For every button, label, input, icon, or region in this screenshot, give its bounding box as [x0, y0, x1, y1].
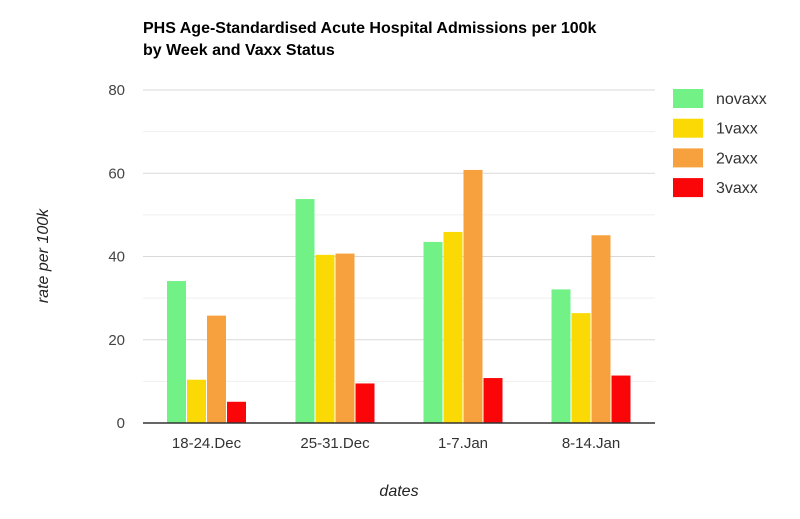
bar-2vaxx	[335, 253, 355, 423]
bar-novaxx	[167, 281, 186, 423]
x-tick-label: 8-14.Jan	[562, 435, 620, 452]
bar-2vaxx	[207, 315, 226, 423]
bar-novaxx	[295, 199, 315, 423]
bar-3vaxx	[483, 378, 503, 423]
chart-title: PHS Age-Standardised Acute Hospital Admi…	[143, 18, 596, 62]
x-tick-label: 1-7.Jan	[438, 435, 488, 452]
bar-3vaxx	[227, 401, 246, 423]
x-axis-title: dates	[379, 483, 418, 500]
bar-novaxx	[423, 241, 443, 423]
legend-swatch-2vaxx	[673, 148, 703, 168]
legend-swatch-1vaxx	[673, 118, 703, 138]
legend-swatch-novaxx	[673, 89, 703, 108]
y-axis-title: rate per 100k	[35, 208, 52, 303]
bar-3vaxx	[355, 383, 375, 423]
y-tick-label: 80	[108, 82, 125, 99]
bar-1vaxx	[443, 231, 463, 423]
legend-label-novaxx: novaxx	[716, 91, 767, 108]
bar-2vaxx	[463, 169, 483, 423]
bar-1vaxx	[187, 379, 206, 423]
legend-label-2vaxx: 2vaxx	[716, 150, 758, 167]
bar-novaxx	[551, 289, 571, 423]
bar-1vaxx	[315, 254, 335, 423]
y-tick-label: 0	[117, 415, 125, 432]
x-tick-label: 18-24.Dec	[172, 435, 242, 452]
chart-title-line-1: PHS Age-Standardised Acute Hospital Admi…	[143, 20, 597, 37]
y-tick-label: 20	[108, 332, 125, 349]
legend-label-3vaxx: 3vaxx	[716, 180, 758, 197]
x-tick-label: 25-31.Dec	[300, 435, 370, 452]
legend-swatch-3vaxx	[673, 178, 703, 198]
bar-2vaxx	[591, 235, 611, 423]
y-tick-label: 60	[108, 165, 125, 182]
legend-label-1vaxx: 1vaxx	[716, 121, 758, 138]
chart-title-line-2: by Week and Vaxx Status	[143, 42, 335, 59]
bar-3vaxx	[611, 375, 631, 423]
bar-1vaxx	[571, 313, 591, 423]
y-tick-label: 40	[108, 249, 125, 266]
